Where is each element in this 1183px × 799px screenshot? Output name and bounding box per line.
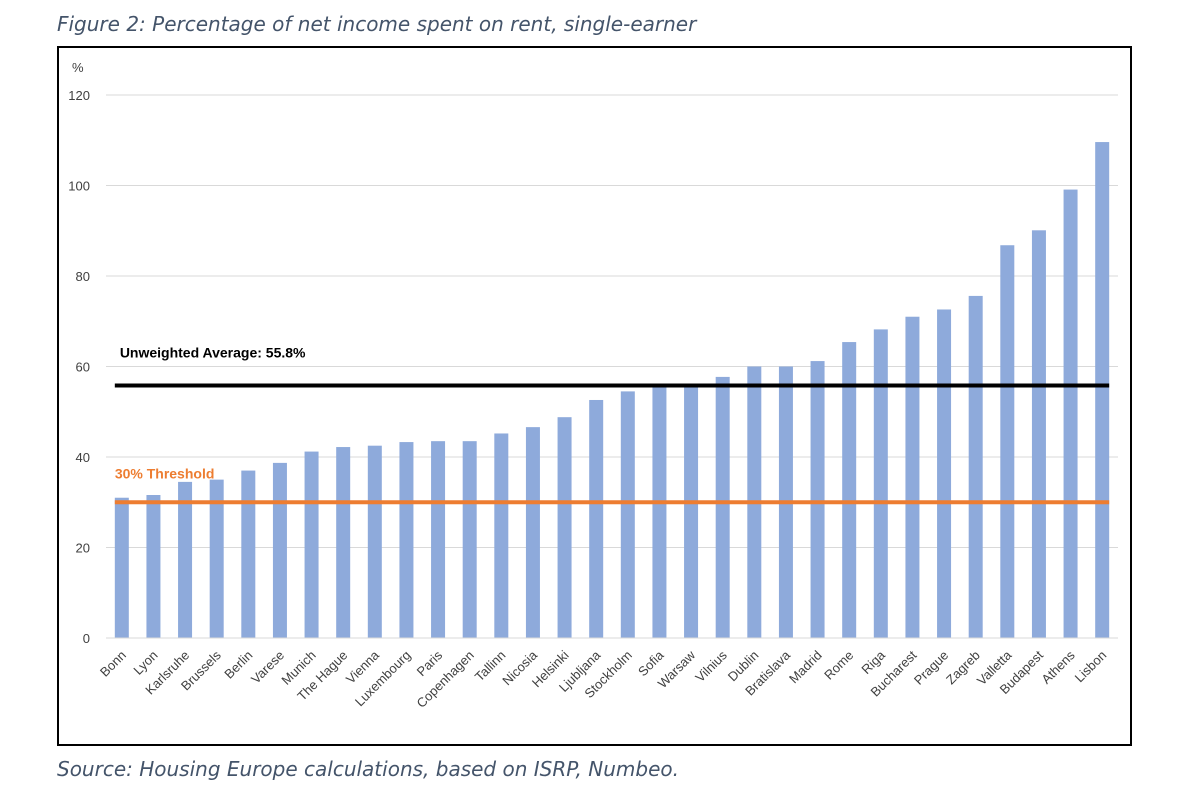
bar <box>842 342 857 638</box>
reference-lines: Unweighted Average: 55.8% 30% Threshold <box>114 345 1110 505</box>
y-axis-ticks: 0 20 40 60 80 100 120 <box>68 88 90 646</box>
bar <box>272 462 287 638</box>
bar <box>304 451 319 638</box>
bar <box>589 399 604 638</box>
y-tick-label: 80 <box>76 269 90 284</box>
x-category-label: Vilnius <box>692 647 730 685</box>
x-category-label: Prague <box>911 648 951 688</box>
figure-title: Figure 2: Percentage of net income spent… <box>57 12 697 36</box>
y-tick-label: 120 <box>68 88 90 103</box>
x-axis-labels: Bonn LyonKarlsruheBrusselsBerlinVareseMun… <box>97 647 1109 711</box>
bar <box>146 495 161 638</box>
bar <box>652 386 667 638</box>
bar <box>1000 245 1015 639</box>
bar <box>525 427 540 638</box>
bar <box>178 481 193 638</box>
bar <box>1031 230 1046 639</box>
x-category-label: Athens <box>1038 647 1078 687</box>
gridlines <box>106 94 1118 548</box>
x-category-label: Bonn <box>97 648 129 680</box>
bar <box>431 441 446 638</box>
bar <box>968 295 983 638</box>
reference-line-label: 30% Threshold <box>115 465 215 481</box>
chart-frame: 0 20 40 60 80 100 120 % Bonn Lyon Karlsruhe Bruss… <box>57 46 1132 746</box>
x-category-label: Rome <box>821 648 856 683</box>
bar <box>367 445 382 638</box>
reference-line-label: Unweighted Average: 55.8% <box>120 345 306 361</box>
y-tick-label: 0 <box>83 631 90 646</box>
bar <box>557 417 572 638</box>
bar <box>1095 142 1110 638</box>
y-tick-label: 20 <box>76 541 90 556</box>
figure-source: Source: Housing Europe calculations, bas… <box>57 757 679 781</box>
bar <box>937 309 952 638</box>
bar <box>1063 189 1078 638</box>
y-tick-label: 60 <box>76 360 90 375</box>
x-category-label: Lisbon <box>1072 648 1110 686</box>
bar <box>241 470 256 638</box>
y-tick-label: 100 <box>68 179 90 194</box>
bar <box>873 329 888 638</box>
x-category-label: Madrid <box>786 648 825 687</box>
bar <box>620 391 635 638</box>
bar <box>336 447 351 638</box>
y-tick-label: 40 <box>76 450 90 465</box>
bar-chart: 0 20 40 60 80 100 120 % Bonn LyonKarlsruheBruss… <box>68 60 1118 711</box>
bar <box>494 433 509 638</box>
bar <box>905 316 920 638</box>
bar <box>462 441 477 638</box>
bar <box>715 376 730 638</box>
bar <box>399 442 414 638</box>
bar <box>209 479 224 638</box>
bar <box>810 361 825 638</box>
y-axis-unit-label: % <box>72 60 84 75</box>
bars <box>114 142 1110 639</box>
bar <box>684 384 699 638</box>
bar <box>114 497 129 638</box>
